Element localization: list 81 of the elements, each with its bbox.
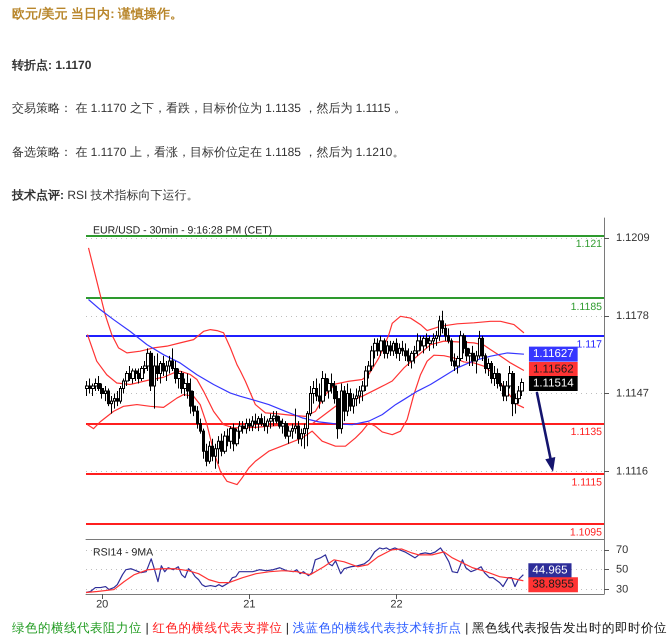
candlestick bbox=[284, 420, 288, 440]
candlestick bbox=[511, 370, 515, 417]
candlestick bbox=[85, 380, 89, 397]
candlestick bbox=[257, 416, 260, 432]
y-tick-label: 1.1209 bbox=[616, 232, 650, 244]
candlestick bbox=[248, 418, 251, 432]
candlestick bbox=[410, 350, 414, 369]
x-tick-label: 22 bbox=[390, 598, 403, 610]
candlestick bbox=[432, 332, 435, 349]
data-label: 1.11627 bbox=[532, 348, 574, 360]
candlestick bbox=[321, 370, 325, 404]
candlestick bbox=[260, 413, 263, 427]
candlestick bbox=[398, 342, 401, 362]
text: 绿色的横线代表阻力位 | 红色的横线代表支撑位 | 浅蓝色的横线代表技术转折点 | 黑色线代表报告发出时的即时价位 bbox=[12, 621, 667, 635]
y-tick-label: 1.1116 bbox=[616, 465, 648, 478]
candlestick bbox=[223, 430, 227, 454]
ref-line-label: 1.117 bbox=[576, 338, 602, 350]
candlestick bbox=[428, 335, 432, 352]
ref-line-label: 1.1185 bbox=[570, 300, 602, 313]
candlestick bbox=[165, 360, 168, 382]
candlestick bbox=[140, 365, 144, 382]
y-tick-label: 70 bbox=[616, 544, 628, 556]
candlestick bbox=[340, 383, 343, 434]
candlestick bbox=[131, 368, 135, 384]
candlestick bbox=[113, 393, 116, 410]
y-tick-label: 30 bbox=[616, 584, 628, 596]
candlestick bbox=[137, 368, 141, 384]
candlestick bbox=[263, 416, 266, 432]
candlestick bbox=[208, 440, 211, 464]
ref-line-label: 1.1095 bbox=[570, 526, 602, 538]
candlestick bbox=[254, 413, 257, 430]
text: 转折点: 1.1170 bbox=[12, 58, 92, 72]
candlestick bbox=[383, 338, 386, 359]
candlestick bbox=[94, 378, 98, 392]
line-series bbox=[88, 247, 525, 417]
text: EUR/USD - 30min - 9:16:28 PM (CET) bbox=[93, 224, 272, 236]
candlestick bbox=[128, 365, 132, 382]
candlestick bbox=[407, 348, 410, 366]
text: 交易策略： 在 1.1170 之下，看跌，目标价位为 1.1135 ，然后为 1.1115 。 bbox=[12, 101, 406, 116]
candlestick bbox=[275, 410, 279, 424]
data-label: 1.11562 bbox=[532, 363, 574, 376]
line-series bbox=[88, 298, 525, 426]
candlestick bbox=[104, 386, 107, 402]
y-tick-label: 1.1147 bbox=[616, 388, 649, 400]
text: 1.11514 bbox=[532, 377, 574, 390]
candlestick bbox=[496, 368, 500, 390]
candlestick bbox=[392, 340, 395, 356]
candlestick bbox=[376, 338, 380, 356]
candlestick bbox=[180, 370, 184, 394]
candlestick bbox=[389, 340, 392, 356]
chart-title: 欧元/美元 当日内: 谨慎操作。 bbox=[12, 6, 184, 21]
candlestick bbox=[379, 335, 383, 356]
candlestick bbox=[346, 383, 349, 417]
x-tick-label: 21 bbox=[243, 598, 256, 610]
candlestick bbox=[422, 335, 426, 354]
data-label: 44.965 bbox=[532, 564, 568, 577]
line-series bbox=[86, 354, 525, 486]
candlestick bbox=[490, 360, 493, 384]
candlestick bbox=[281, 418, 285, 434]
y-tick-label: 1.1178 bbox=[616, 310, 649, 322]
line-series bbox=[86, 334, 525, 429]
candlestick bbox=[386, 340, 389, 359]
candlestick bbox=[245, 418, 248, 434]
x-tick-label: 20 bbox=[96, 598, 108, 610]
candlestick bbox=[269, 413, 273, 430]
data-label: 38.8955 bbox=[532, 578, 574, 591]
ref-line-label: 1.121 bbox=[576, 238, 602, 250]
text: RSI14 - 9MA bbox=[93, 546, 154, 558]
candlestick bbox=[395, 338, 398, 359]
candlestick bbox=[272, 410, 276, 427]
y-tick-label: 50 bbox=[616, 564, 628, 576]
ref-line-label: 1.1115 bbox=[571, 476, 602, 488]
candlestick bbox=[88, 378, 92, 394]
candlestick bbox=[241, 420, 245, 434]
candlestick bbox=[134, 368, 138, 382]
ref-line-label: 1.1135 bbox=[570, 426, 602, 438]
text: 备选策略： 在 1.1170 上，看涨，目标价位定在 1.1185 ，然后为 1.1210。 bbox=[12, 144, 404, 159]
candlestick bbox=[493, 365, 496, 387]
candlestick bbox=[251, 416, 254, 432]
text: 技术点评: RSI 技术指标向下运行。 bbox=[12, 188, 199, 202]
candlestick bbox=[153, 355, 156, 410]
